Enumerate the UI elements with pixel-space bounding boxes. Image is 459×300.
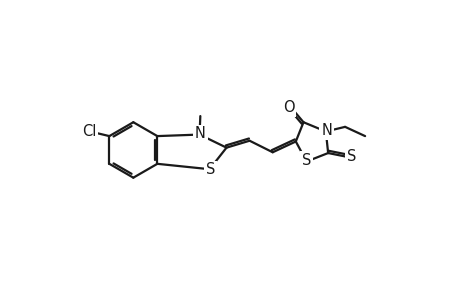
Text: O: O <box>282 100 294 115</box>
Text: S: S <box>301 153 311 168</box>
Text: N: N <box>320 123 331 138</box>
Text: S: S <box>346 149 355 164</box>
Text: N: N <box>195 126 205 141</box>
Text: Cl: Cl <box>82 124 96 139</box>
Text: S: S <box>205 163 214 178</box>
